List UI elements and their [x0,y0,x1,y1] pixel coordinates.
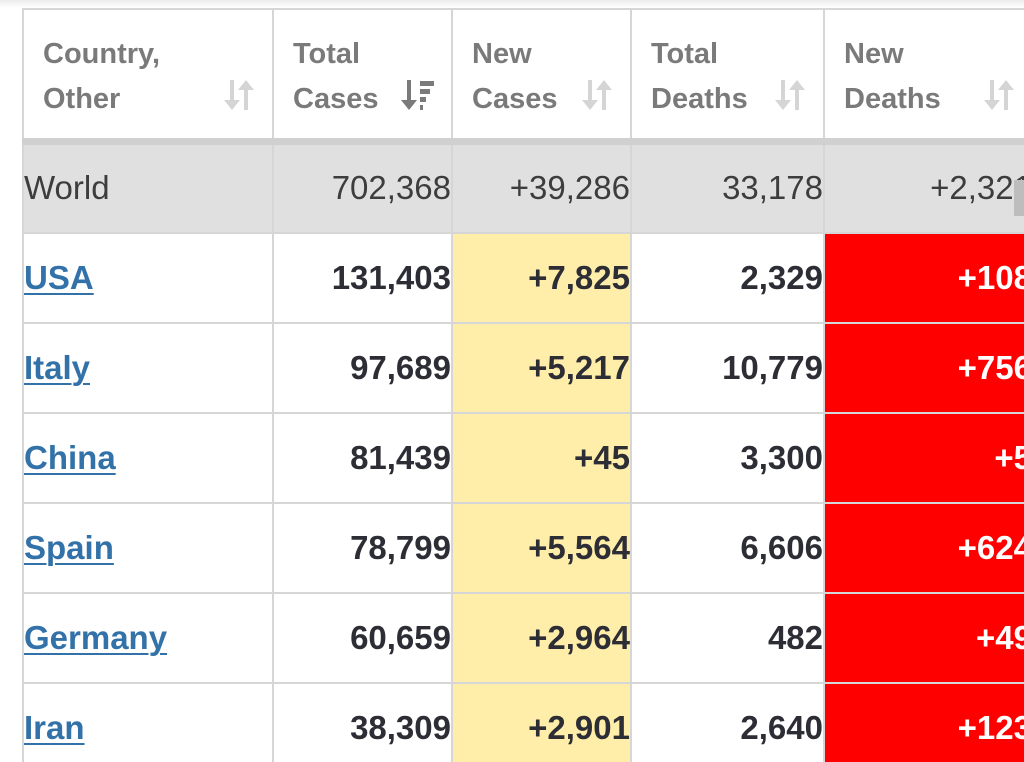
header-label: New Deaths [844,38,941,115]
new-cases-cell: +5,217 [451,322,632,414]
table-row: China 81,439 +45 3,300 +5 [22,412,1024,504]
covid-stats-table: Country, Other Total Cases [22,8,1024,762]
header-total-deaths[interactable]: Total Deaths [630,8,825,145]
total-cases-cell: 131,403 [272,232,453,324]
header-label: Country, Other [43,38,161,115]
country-cell: USA [22,232,274,324]
new-cases-cell: +2,901 [451,682,632,762]
header-label: Total Deaths [651,38,748,115]
sort-icon[interactable] [580,76,614,114]
country-link[interactable]: Italy [24,349,91,386]
total-cases-cell: 38,309 [272,682,453,762]
header-label: New Cases [472,38,558,115]
table-row: Germany 60,659 +2,964 482 +49 [22,592,1024,684]
header-label: Total Cases [293,38,379,115]
scrollbar-thumb[interactable] [1014,180,1024,216]
new-cases-cell: +45 [451,412,632,504]
country-link[interactable]: Germany [24,619,168,656]
total-deaths-cell: 2,640 [630,682,825,762]
country-cell: Spain [22,502,274,594]
world-new-cases: +39,286 [451,140,632,234]
total-cases-cell: 97,689 [272,322,453,414]
new-deaths-cell: +624 [823,502,1024,594]
country-cell: Iran [22,682,274,762]
new-cases-cell: +5,564 [451,502,632,594]
sort-descending-icon[interactable] [401,76,435,114]
world-total-deaths: 33,178 [630,140,825,234]
country-cell: Germany [22,592,274,684]
header-country-other[interactable]: Country, Other [22,8,274,145]
world-total-cases: 702,368 [272,140,453,234]
country-link[interactable]: China [24,439,116,476]
left-margin [0,8,22,762]
table-row: Spain 78,799 +5,564 6,606 +624 [22,502,1024,594]
total-deaths-cell: 10,779 [630,322,825,414]
top-shadow [0,0,1024,8]
new-deaths-cell: +108 [823,232,1024,324]
header-new-cases[interactable]: New Cases [451,8,632,145]
header-new-deaths[interactable]: New Deaths [823,8,1024,145]
new-cases-cell: +7,825 [451,232,632,324]
total-deaths-cell: 2,329 [630,232,825,324]
sort-icon[interactable] [773,76,807,114]
country-link[interactable]: Iran [24,709,85,746]
total-deaths-cell: 482 [630,592,825,684]
new-cases-cell: +2,964 [451,592,632,684]
new-deaths-cell: +756 [823,322,1024,414]
table-row: Iran 38,309 +2,901 2,640 +123 [22,682,1024,762]
total-deaths-cell: 6,606 [630,502,825,594]
table-header-row: Country, Other Total Cases [22,8,1024,145]
table-row: Italy 97,689 +5,217 10,779 +756 [22,322,1024,414]
total-cases-cell: 81,439 [272,412,453,504]
sort-icon[interactable] [222,76,256,114]
new-deaths-cell: +5 [823,412,1024,504]
world-new-deaths: +2,321 [823,140,1024,234]
total-cases-cell: 78,799 [272,502,453,594]
country-cell: Italy [22,322,274,414]
table-row: USA 131,403 +7,825 2,329 +108 [22,232,1024,324]
new-deaths-cell: +123 [823,682,1024,762]
country-cell: China [22,412,274,504]
country-link[interactable]: USA [24,259,94,296]
country-link[interactable]: Spain [24,529,114,566]
header-total-cases[interactable]: Total Cases [272,8,453,145]
total-cases-cell: 60,659 [272,592,453,684]
world-total-row: World 702,368 +39,286 33,178 +2,321 [22,140,1024,234]
sort-icon[interactable] [982,76,1016,114]
new-deaths-cell: +49 [823,592,1024,684]
total-deaths-cell: 3,300 [630,412,825,504]
world-label: World [22,140,274,234]
